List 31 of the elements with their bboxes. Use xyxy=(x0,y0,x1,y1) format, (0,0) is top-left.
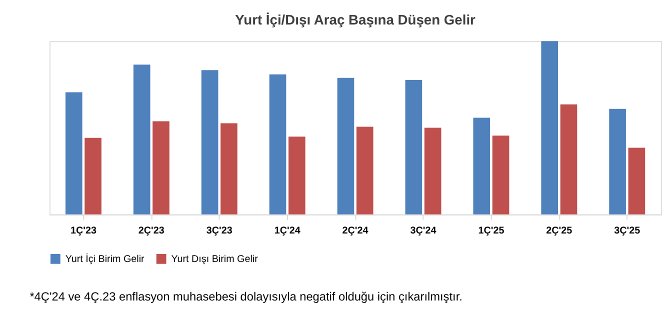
x-tick-label: 1Ç'24 xyxy=(274,226,301,237)
bar xyxy=(288,136,306,214)
x-tick-label: 2Ç'25 xyxy=(546,226,573,237)
bar xyxy=(269,74,286,214)
legend-label: Yurt Dışı Birim Gelir xyxy=(171,254,259,265)
text: *4Ç'24 ve 4Ç.23 enflasyon muhasebesi dolayısıyla negatif olduğu için çıkarılmıştır. xyxy=(30,289,462,304)
bar xyxy=(609,108,626,214)
x-tick-label: 1Ç'23 xyxy=(70,226,97,237)
legend-label: Yurt İçi Birim Gelir xyxy=(65,252,146,265)
x-tick-label: 3Ç'25 xyxy=(614,226,641,237)
bar xyxy=(473,118,490,214)
x-tick-label: 3Ç'23 xyxy=(206,226,233,237)
bar xyxy=(560,104,578,214)
x-tick-label: 1Ç'25 xyxy=(478,226,505,237)
bar xyxy=(628,148,646,214)
bar xyxy=(65,92,82,214)
bar xyxy=(337,78,354,214)
x-tick-label: 3Ç'24 xyxy=(410,226,437,237)
x-tick-label: 2Ç'23 xyxy=(138,226,165,237)
bar xyxy=(424,128,442,214)
x-tick-label: 2Ç'24 xyxy=(342,226,369,237)
bar xyxy=(152,121,170,214)
bar xyxy=(356,126,374,214)
chart-title: Yurt İçi/Dışı Araç Başına Düşen Gelir xyxy=(235,11,476,28)
bar xyxy=(492,136,510,214)
bar xyxy=(84,138,102,214)
bar xyxy=(541,41,558,214)
bar xyxy=(133,64,150,214)
bar xyxy=(405,80,422,214)
bar xyxy=(220,123,238,214)
bar xyxy=(201,70,218,214)
